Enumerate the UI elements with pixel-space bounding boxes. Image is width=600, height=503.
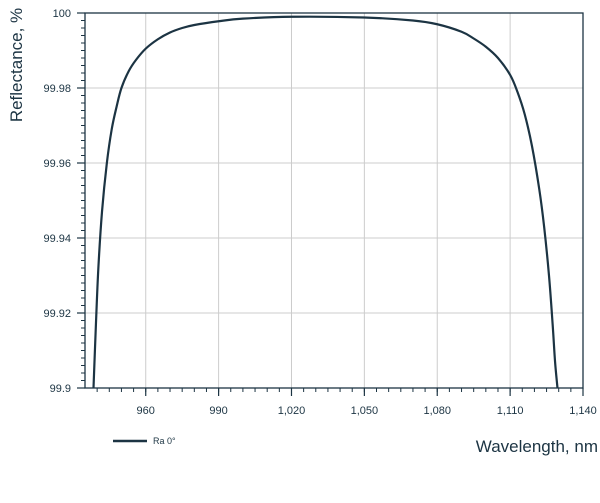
legend-label: Ra 0° (153, 436, 176, 446)
y-tick-label: 99.92 (43, 308, 71, 320)
grid (85, 12, 584, 389)
x-tick-label: 1,020 (278, 405, 306, 417)
x-axis-title: Wavelength, nm (476, 437, 598, 456)
legend: Ra 0° (113, 436, 176, 446)
y-tick-label: 99.9 (50, 383, 71, 395)
y-tick-label: 99.94 (43, 233, 71, 245)
x-tick-label: 990 (209, 405, 227, 417)
y-tick-label: 99.98 (43, 83, 71, 95)
y-tick-labels: 99.9 99.92 99.94 99.96 99.98 100 (43, 8, 71, 395)
x-tick-label: 1,080 (423, 405, 451, 417)
x-tick-label: 1,050 (351, 405, 379, 417)
major-ticks (77, 12, 584, 396)
y-tick-label: 100 (53, 8, 71, 20)
x-tick-label: 960 (137, 405, 155, 417)
x-tick-label: 1,140 (569, 405, 597, 417)
series-line-ra-0 (92, 15, 559, 389)
x-tick-label: 1,110 (497, 405, 524, 417)
y-tick-label: 99.96 (43, 158, 71, 170)
x-tick-labels: 960 990 1,020 1,050 1,080 1,110 1,140 (137, 405, 597, 417)
plot-area-border (84, 12, 584, 389)
y-axis-title: Reflectance, % (7, 8, 26, 122)
